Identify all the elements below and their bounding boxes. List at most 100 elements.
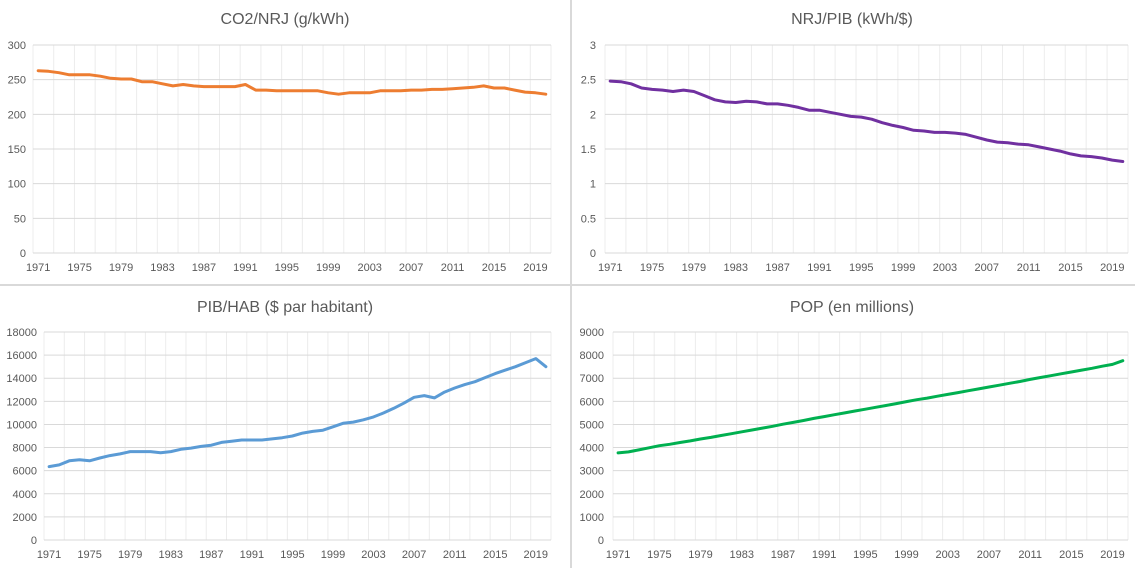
x-tick-label: 1991 (812, 549, 836, 561)
y-tick-label: 8000 (13, 443, 37, 455)
x-tick-label: 1975 (647, 549, 671, 561)
y-tick-label: 50 (14, 213, 26, 225)
x-tick-label: 1971 (37, 549, 61, 561)
y-tick-label: 0 (20, 248, 26, 260)
x-tick-label: 1983 (150, 262, 174, 274)
y-tick-label: 9000 (580, 327, 604, 339)
x-tick-label: 1971 (598, 262, 622, 274)
chart-title: PIB/HAB ($ par habitant) (197, 299, 373, 316)
y-tick-label: 14000 (6, 373, 37, 385)
chart-title: NRJ/PIB (kWh/$) (791, 11, 913, 28)
y-tick-label: 6000 (13, 466, 37, 478)
y-tick-label: 1000 (580, 512, 604, 524)
y-tick-label: 4000 (580, 443, 604, 455)
x-tick-label: 2015 (483, 549, 507, 561)
y-tick-label: 16000 (6, 350, 37, 362)
nrj-pib-chart: NRJ/PIB (kWh/$) 0 0.5 1 1.5 2 2.5 3 1971 1975 1979… (581, 11, 1129, 274)
pop-chart: POP (en millions) 0 1000 2000 3000 4000 5000 60… (580, 299, 1129, 561)
x-tick-label: 1983 (724, 262, 748, 274)
chart-title: POP (en millions) (790, 299, 914, 316)
x-tick-label: 2007 (399, 262, 423, 274)
x-tick-label: 1975 (77, 549, 101, 561)
x-tick-label: 2003 (933, 262, 957, 274)
x-tick-label: 2003 (936, 549, 960, 561)
x-tick-label: 1979 (118, 549, 142, 561)
pib-hab-chart: PIB/HAB ($ par habitant) 0 2000 4000 6000 800… (6, 299, 552, 561)
y-tick-label: 0 (590, 248, 596, 260)
pop-series-line (616, 359, 1125, 455)
y-tick-label: 3000 (580, 466, 604, 478)
x-tick-label: 2003 (361, 549, 385, 561)
x-tick-label: 1987 (771, 549, 795, 561)
y-tick-label: 10000 (6, 419, 37, 431)
y-tick-label: 4000 (13, 489, 37, 501)
y-tick-label: 250 (8, 75, 26, 87)
x-tick-label: 2007 (977, 549, 1001, 561)
nrj-pib-series-line (608, 79, 1125, 163)
x-tick-label: 1995 (275, 262, 299, 274)
y-tick-label: 1.5 (581, 144, 596, 156)
x-tick-label: 1995 (280, 549, 304, 561)
y-tick-label: 150 (8, 144, 26, 156)
y-tick-label: 0 (31, 535, 37, 547)
x-tick-label: 2015 (1059, 549, 1083, 561)
y-tick-label: 2 (590, 109, 596, 121)
x-tick-label: 2007 (975, 262, 999, 274)
x-tick-label: 1979 (682, 262, 706, 274)
y-tick-label: 8000 (580, 350, 604, 362)
x-tick-label: 1971 (26, 262, 50, 274)
y-tick-label: 6000 (580, 396, 604, 408)
y-tick-label: 2000 (13, 512, 37, 524)
x-tick-label: 2007 (402, 549, 426, 561)
y-tick-label: 1 (590, 179, 596, 191)
x-tick-label: 1999 (321, 549, 345, 561)
x-tick-label: 2011 (1018, 549, 1042, 561)
x-tick-label: 2019 (524, 549, 548, 561)
y-tick-label: 0.5 (581, 213, 596, 225)
x-tick-label: 1991 (233, 262, 257, 274)
x-tick-label: 2011 (441, 262, 465, 274)
pib-hab-series-line (47, 357, 548, 469)
x-tick-label: 1983 (730, 549, 754, 561)
chart-title: CO2/NRJ (g/kWh) (221, 11, 350, 28)
y-tick-label: 2000 (580, 489, 604, 501)
panel-divider-horizontal (0, 284, 1135, 286)
x-tick-label: 1971 (606, 549, 630, 561)
x-tick-label: 1975 (67, 262, 91, 274)
x-tick-label: 2011 (1017, 262, 1041, 274)
x-tick-label: 1999 (316, 262, 340, 274)
x-tick-label: 2019 (1100, 549, 1124, 561)
x-tick-label: 1999 (894, 549, 918, 561)
y-tick-label: 200 (8, 109, 26, 121)
co2-nrj-series-line (36, 69, 548, 96)
y-tick-label: 12000 (6, 396, 37, 408)
x-tick-label: 1979 (688, 549, 712, 561)
x-tick-label: 1991 (240, 549, 264, 561)
y-tick-label: 7000 (580, 373, 604, 385)
x-tick-label: 1979 (109, 262, 133, 274)
x-tick-label: 1995 (849, 262, 873, 274)
y-tick-label: 18000 (6, 327, 37, 339)
x-tick-label: 1975 (640, 262, 664, 274)
x-tick-label: 2015 (1058, 262, 1082, 274)
x-tick-label: 2003 (357, 262, 381, 274)
co2-nrj-chart: CO2/NRJ (g/kWh) 0 50 100 150 200 250 300 1971 197… (8, 11, 552, 274)
y-tick-label: 0 (598, 535, 604, 547)
x-tick-label: 1987 (192, 262, 216, 274)
x-tick-label: 1999 (891, 262, 915, 274)
x-tick-label: 1995 (853, 549, 877, 561)
y-tick-label: 3 (590, 40, 596, 52)
x-tick-label: 2015 (482, 262, 506, 274)
y-tick-label: 2.5 (581, 75, 596, 87)
x-tick-label: 2019 (523, 262, 547, 274)
y-tick-label: 300 (8, 40, 26, 52)
x-tick-label: 1991 (807, 262, 831, 274)
x-tick-label: 2019 (1100, 262, 1124, 274)
x-tick-label: 1983 (159, 549, 183, 561)
x-tick-label: 1987 (765, 262, 789, 274)
x-tick-label: 2011 (443, 549, 467, 561)
x-tick-label: 1987 (199, 549, 223, 561)
y-tick-label: 5000 (580, 419, 604, 431)
y-tick-label: 100 (8, 179, 26, 191)
